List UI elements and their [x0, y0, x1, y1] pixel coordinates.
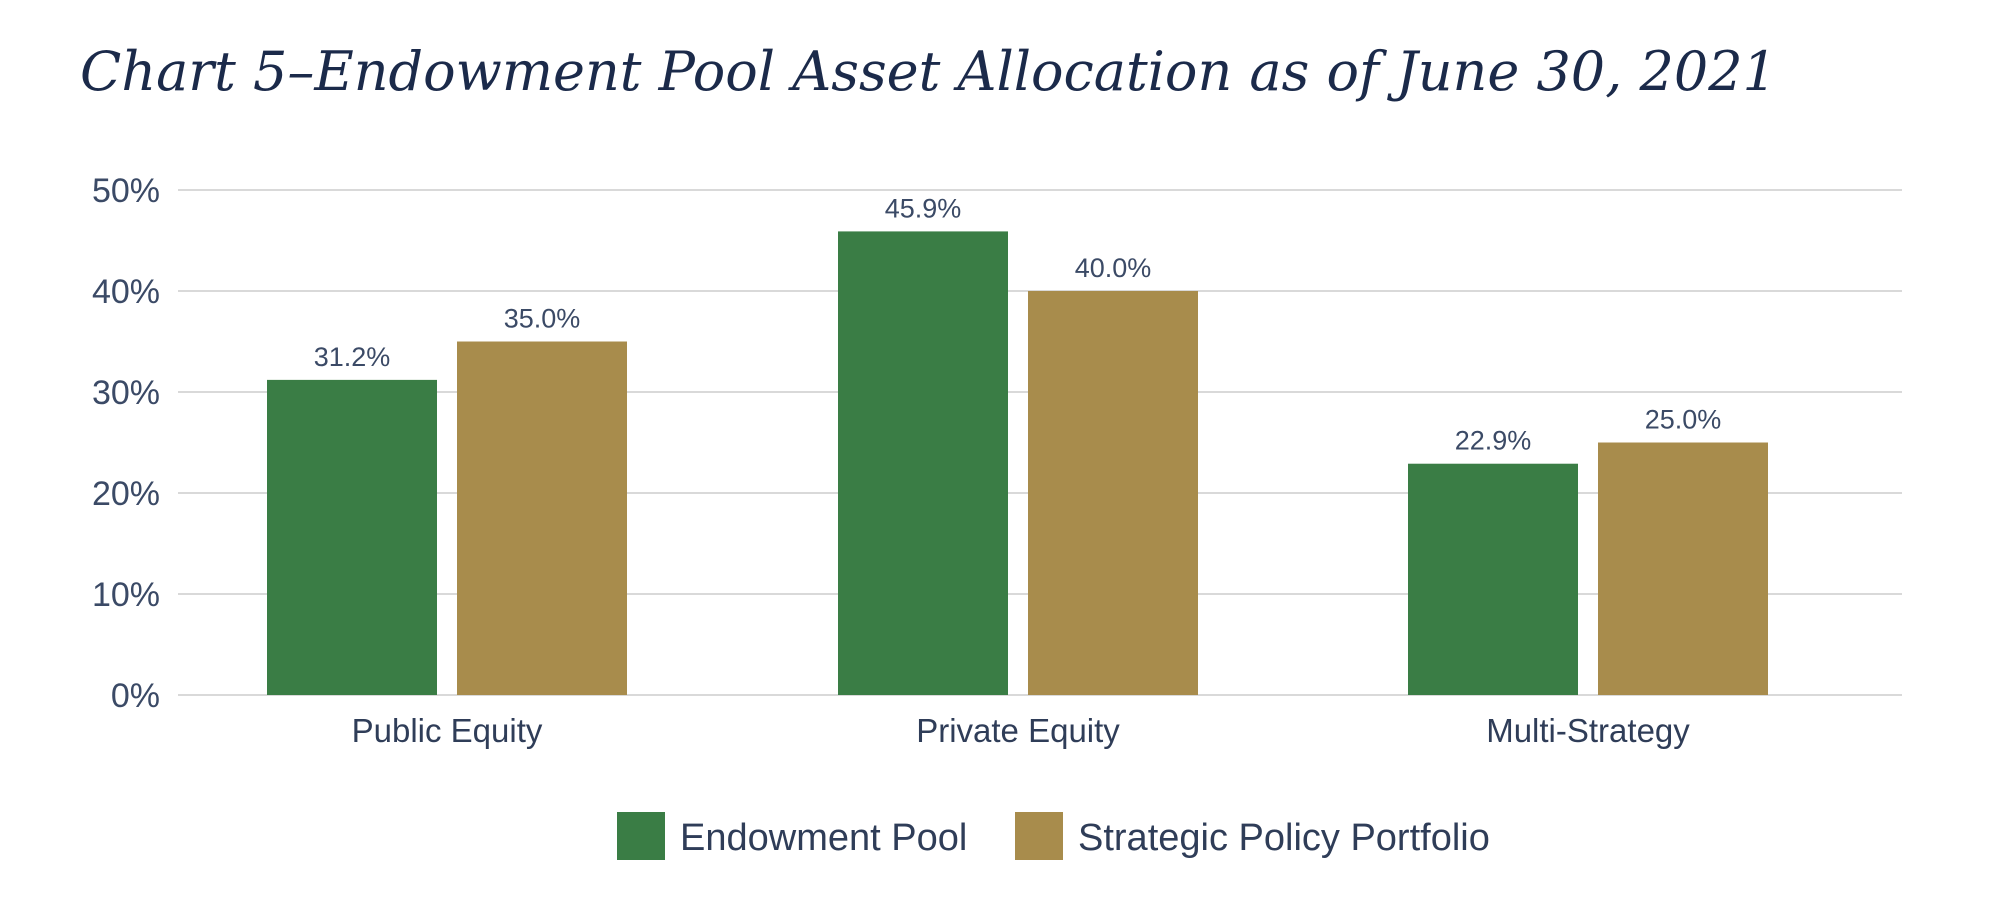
- bars: [267, 231, 1768, 695]
- data-label: 40.0%: [1075, 253, 1152, 283]
- y-tick-label: 40%: [92, 273, 160, 311]
- y-tick-label: 30%: [92, 374, 160, 412]
- bar-strategic-policy-portfolio: [1598, 442, 1768, 695]
- chart-title: Chart 5–Endowment Pool Asset Allocation …: [80, 40, 1777, 103]
- y-tick-label: 10%: [92, 576, 160, 614]
- bar-endowment-pool: [1408, 463, 1578, 695]
- data-label: 45.9%: [885, 193, 962, 223]
- y-axis-ticks: 0% 10% 20% 30% 40% 50%: [92, 172, 160, 715]
- bar-endowment-pool: [838, 231, 1008, 695]
- x-category-label: Multi-Strategy: [1486, 712, 1690, 749]
- y-tick-label: 50%: [92, 172, 160, 210]
- y-tick-label: 0%: [111, 677, 160, 715]
- bar-strategic-policy-portfolio: [1028, 291, 1198, 695]
- bar-endowment-pool: [267, 379, 437, 695]
- bar-strategic-policy-portfolio: [457, 341, 627, 695]
- x-category-label: Public Equity: [352, 712, 543, 749]
- data-label: 35.0%: [504, 304, 581, 334]
- data-label: 25.0%: [1645, 405, 1722, 435]
- data-label: 22.9%: [1455, 426, 1532, 456]
- legend: Endowment Pool Strategic Policy Portfolio: [617, 812, 1490, 860]
- data-labels: 31.2% 45.9% 22.9% 35.0% 40.0% 25.0%: [314, 193, 1722, 455]
- legend-label: Strategic Policy Portfolio: [1078, 817, 1490, 859]
- data-label: 31.2%: [314, 342, 391, 372]
- x-category-label: Private Equity: [916, 712, 1120, 749]
- legend-label: Endowment Pool: [680, 817, 967, 859]
- x-axis-categories: Public Equity Private Equity Multi-Strateg…: [352, 712, 1691, 749]
- legend-swatch: [617, 812, 665, 860]
- legend-swatch: [1015, 812, 1063, 860]
- y-tick-label: 20%: [92, 475, 160, 513]
